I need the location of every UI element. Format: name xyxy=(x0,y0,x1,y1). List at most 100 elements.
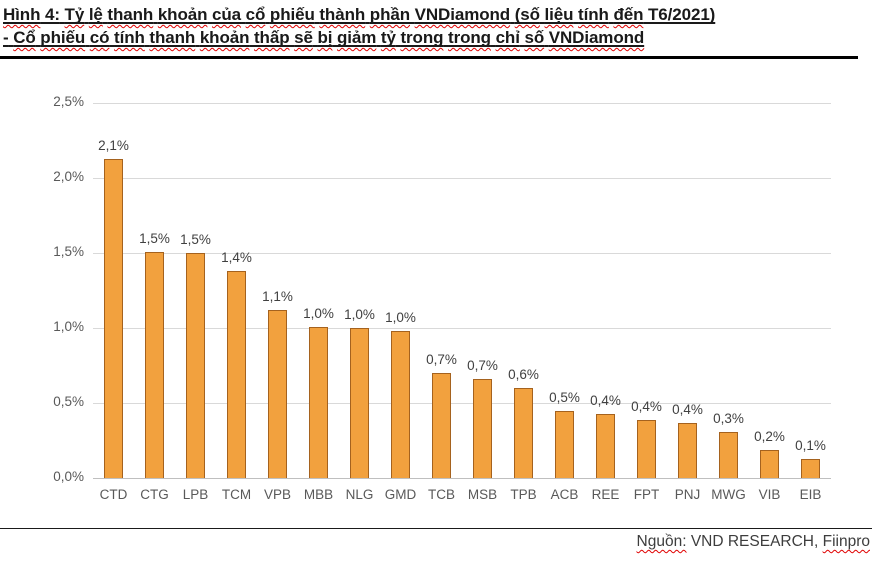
bar-value-label: 1,1% xyxy=(262,289,293,304)
title-word: lệ xyxy=(88,5,103,24)
bar-TCB xyxy=(432,373,451,478)
bar-REE xyxy=(596,413,615,478)
bar-value-label: 2,1% xyxy=(98,137,129,153)
x-tick-label: PNJ xyxy=(674,487,701,502)
title-word: T6/2021) xyxy=(648,5,716,24)
title-word: có xyxy=(89,28,110,47)
bar-value-label: 1,4% xyxy=(221,250,252,265)
bar-value-label: 0,4% xyxy=(672,401,703,417)
gridline xyxy=(93,103,831,104)
title-word: đến xyxy=(613,5,644,24)
bar-value-label: 1,0% xyxy=(385,310,416,325)
title-word: chỉ xyxy=(495,28,520,47)
source-label: Nguồn: xyxy=(636,533,687,550)
bar-value-label: 0,7% xyxy=(426,352,457,367)
bar-MSB xyxy=(473,379,492,478)
title-word: khoản xyxy=(157,5,208,24)
x-tick-label: LPB xyxy=(182,487,209,502)
title-word: bị xyxy=(317,28,333,47)
gridline xyxy=(93,178,831,179)
y-tick-label: 0,0% xyxy=(53,469,84,484)
source-text: VND RESEARCH, xyxy=(686,533,823,550)
x-tick-label: NLG xyxy=(345,487,374,502)
title-word: cổ xyxy=(245,5,266,24)
x-tick-label: REE xyxy=(591,487,620,502)
title-divider-rule xyxy=(0,56,858,59)
title-word: thành xyxy=(319,5,366,24)
x-tick-label: TCM xyxy=(221,487,252,502)
title-word: số xyxy=(524,28,545,47)
title-word: của xyxy=(212,5,242,24)
x-tick-label: GMD xyxy=(384,487,417,502)
x-tick-label: FPT xyxy=(633,487,660,502)
title-word: thấp xyxy=(254,28,290,47)
bar-value-label: 0,7% xyxy=(467,358,498,373)
bar-chart-plot-area: 2,1% CTD 1,5% CTG 1,5% LPB 1,4% TCM 1,1% VPB 1,0% M… xyxy=(93,103,831,502)
bar-value-label: 0,3% xyxy=(713,410,744,426)
gridline xyxy=(93,328,831,329)
title-word: VNDiamond xyxy=(548,28,645,47)
title-word: phiếu xyxy=(40,28,86,47)
source-divider-rule xyxy=(0,528,872,529)
bar-MWG xyxy=(719,431,738,478)
title-word: Tỷ xyxy=(64,5,85,24)
figure-title-line1: Hình 4: Tỷ lệ thanh khoản của cổ phiếu t… xyxy=(3,3,875,26)
figure-title: Hình 4: Tỷ lệ thanh khoản của cổ phiếu t… xyxy=(3,3,875,49)
source-agency: Fiinpro xyxy=(822,533,870,550)
bar-value-label: 0,4% xyxy=(590,392,621,408)
y-tick-label: 2,5% xyxy=(53,94,84,109)
title-word: thanh xyxy=(149,28,196,47)
x-tick-label: VPB xyxy=(263,487,291,502)
title-word: trong xyxy=(448,28,491,47)
title-word: tỷ xyxy=(380,28,396,47)
x-tick-label: CTD xyxy=(99,487,128,502)
bar-value-label: 0,5% xyxy=(549,389,580,405)
title-word: tính xyxy=(114,28,145,47)
bar-MBB xyxy=(309,326,328,478)
bar-LPB xyxy=(186,253,205,478)
y-tick-label: 1,0% xyxy=(53,319,84,334)
bar-VPB xyxy=(268,310,287,478)
x-tick-label: MSB xyxy=(467,487,498,502)
title-word: giảm xyxy=(337,28,377,47)
title-word: 4: xyxy=(45,5,60,24)
bar-value-label: 1,5% xyxy=(139,230,170,246)
title-word: thanh xyxy=(107,5,154,24)
bar-PNJ xyxy=(678,422,697,478)
bar-value-label: 1,0% xyxy=(344,307,375,322)
x-tick-label: MBB xyxy=(303,487,334,502)
title-word: khoản xyxy=(199,28,250,47)
bar-TPB xyxy=(514,388,533,478)
bar-CTD xyxy=(104,158,123,478)
bar-VIB xyxy=(760,449,779,478)
source-note: Nguồn: VND RESEARCH, Fiinpro xyxy=(637,533,870,551)
bar-value-label: 0,4% xyxy=(631,398,662,414)
bar-value-label: 0,2% xyxy=(754,428,785,444)
x-tick-label: VIB xyxy=(758,487,781,502)
title-word: - xyxy=(3,28,9,47)
title-word: VNDiamond xyxy=(414,5,511,24)
bar-value-label: 0,1% xyxy=(795,437,826,453)
gridline xyxy=(93,253,831,254)
bar-EIB xyxy=(801,458,820,478)
title-word: (số xyxy=(514,5,540,24)
title-word: phần xyxy=(369,5,410,24)
title-word: sẽ xyxy=(294,28,313,47)
x-tick-label: TPB xyxy=(510,487,537,502)
bar-value-label: 1,0% xyxy=(303,305,334,321)
y-tick-label: 0,5% xyxy=(53,394,84,409)
x-tick-label: TCB xyxy=(428,487,455,502)
x-tick-label: MWG xyxy=(711,487,746,502)
title-word: liệu xyxy=(544,5,574,24)
bar-value-label: 1,5% xyxy=(180,232,211,247)
bar-GMD xyxy=(391,331,410,478)
bar-TCM xyxy=(227,271,246,478)
bar-FPT xyxy=(637,419,656,478)
title-word: tính xyxy=(578,5,609,24)
x-tick-label: ACB xyxy=(550,487,579,502)
gridline xyxy=(93,403,831,404)
bar-ACB xyxy=(555,410,574,478)
title-word: Cổ xyxy=(13,28,36,47)
bar-CTG xyxy=(145,251,164,478)
